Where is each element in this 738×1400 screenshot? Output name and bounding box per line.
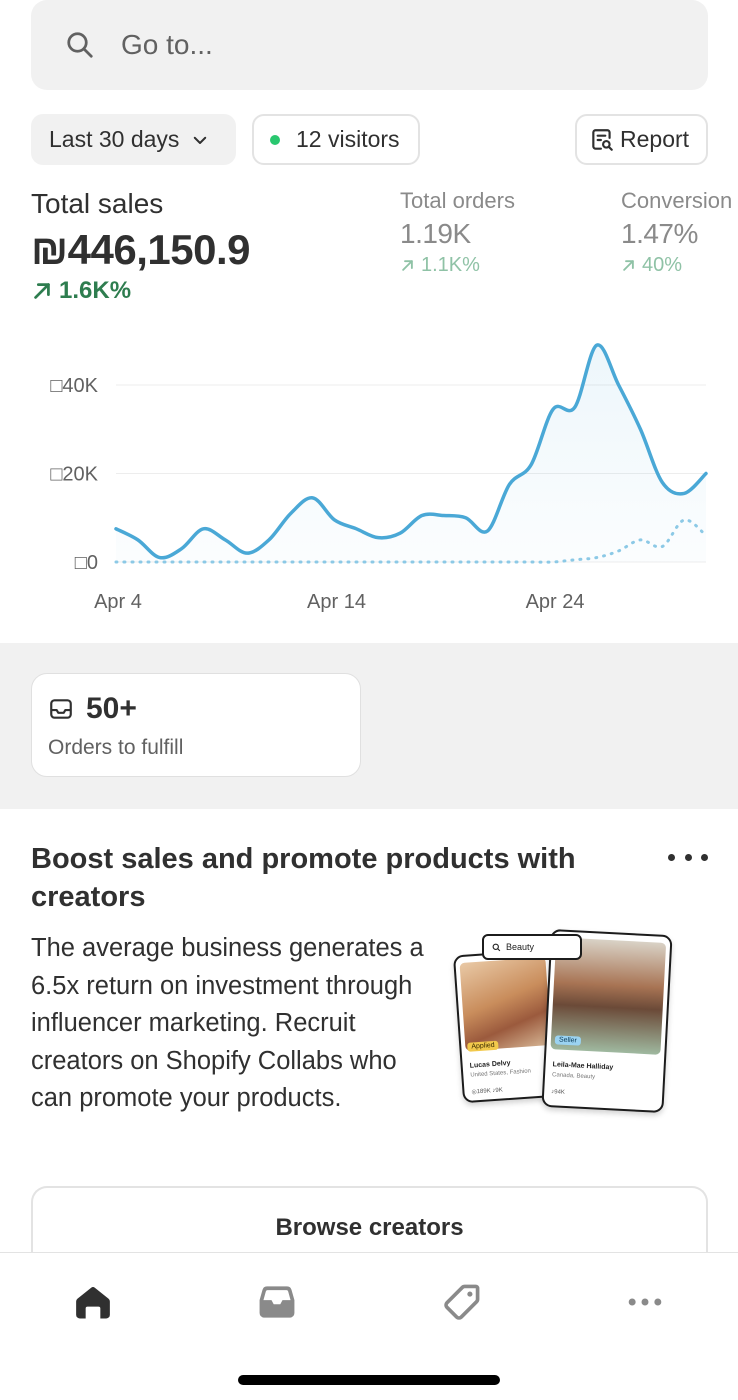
report-button[interactable]: Report [575,114,708,165]
sales-chart[interactable]: □40K □20K □0 Apr 4 Apr 14 Apr 24 [0,330,738,620]
creator-stats: ♪94K [551,1089,566,1096]
search-icon [492,943,501,951]
report-icon [592,128,613,151]
promo-title: Boost sales and promote products with cr… [31,843,576,913]
promo-more-button[interactable] [668,842,708,872]
total-sales-delta: 1.6K% [31,277,131,305]
arrow-up-right-icon [623,260,634,271]
tab-products[interactable] [439,1279,485,1325]
promo-body: The average business generates a 6.5x re… [31,934,424,1112]
creator-name: Lucas Delvy [469,1059,511,1070]
dot [684,853,692,861]
creator-name: Leila-Mae Halliday [552,1061,614,1072]
live-status-dot [270,134,280,145]
creator-tag: Applied [467,1040,499,1052]
total-orders-label: Total orders [400,188,515,213]
visitors-label: 12 visitors [296,126,400,152]
creator-tag: Seller [554,1035,582,1046]
x-tick-label: Apr 4 [94,591,142,613]
inbox-icon [50,699,72,719]
search-placeholder: Go to... [121,29,213,60]
browse-creators-label: Browse creators [275,1214,464,1241]
creator-location: Canada, Beauty [551,1072,596,1081]
orders-to-fulfill-count: 50+ [86,692,137,725]
date-range-select[interactable]: Last 30 days [31,114,236,165]
report-label: Report [620,126,690,152]
creator-stats: ◎189K ♪9K [471,1087,503,1096]
collabs-illustration: Beauty Applied Lucas Delvy United States… [448,922,688,1122]
x-tick-label: Apr 14 [307,591,366,613]
total-sales-label: Total sales [31,188,164,219]
conversion-delta: 40% [621,254,682,277]
orders-to-fulfill-card[interactable]: 50+ Orders to fulfill [31,673,361,777]
creator-photo [459,957,552,1051]
creator-location: United States, Fashion [470,1068,532,1079]
home-indicator [238,1375,500,1385]
total-orders-delta-text: 1.1K% [421,254,480,276]
y-tick-label: □40K [50,375,98,397]
total-sales-value: ₪446,150.9 [31,226,250,273]
tab-orders[interactable] [254,1279,300,1325]
products-icon [444,1284,480,1320]
conversion-delta-text: 40% [642,254,683,276]
total-sales-delta-text: 1.6K% [59,277,132,304]
arrow-up-right-icon [34,283,50,299]
sales-series-line [114,343,708,560]
conversion-label: Conversion [621,188,733,213]
dot [701,853,708,861]
tab-more[interactable] [622,1279,668,1325]
x-tick-label: Apr 24 [526,591,585,613]
live-visitors-button[interactable]: 12 visitors [252,114,420,165]
tab-home[interactable] [70,1279,116,1325]
comparison-series-line [114,518,708,564]
conversion-value: 1.47% [621,218,698,249]
orders-to-fulfill-label: Orders to fulfill [48,736,184,759]
date-range-label: Last 30 days [49,126,180,152]
tasks-section: 50+ Orders to fulfill [0,643,738,809]
sales-area-fill [116,344,706,562]
illustration-search-text: Beauty [506,942,535,952]
arrow-up-right-icon [402,260,413,271]
total-orders-value: 1.19K [400,218,471,249]
search-bar[interactable]: Go to... [31,0,708,90]
y-tick-label: □0 [75,552,98,574]
orders-icon [259,1286,295,1318]
illustration-search-pill: Beauty [482,934,582,960]
more-icon [628,1298,662,1306]
total-orders-delta: 1.1K% [400,254,480,277]
y-tick-label: □20K [50,464,98,486]
home-icon [76,1287,110,1319]
search-icon [67,32,93,58]
chevron-down-icon [194,136,207,144]
dot [668,853,675,861]
